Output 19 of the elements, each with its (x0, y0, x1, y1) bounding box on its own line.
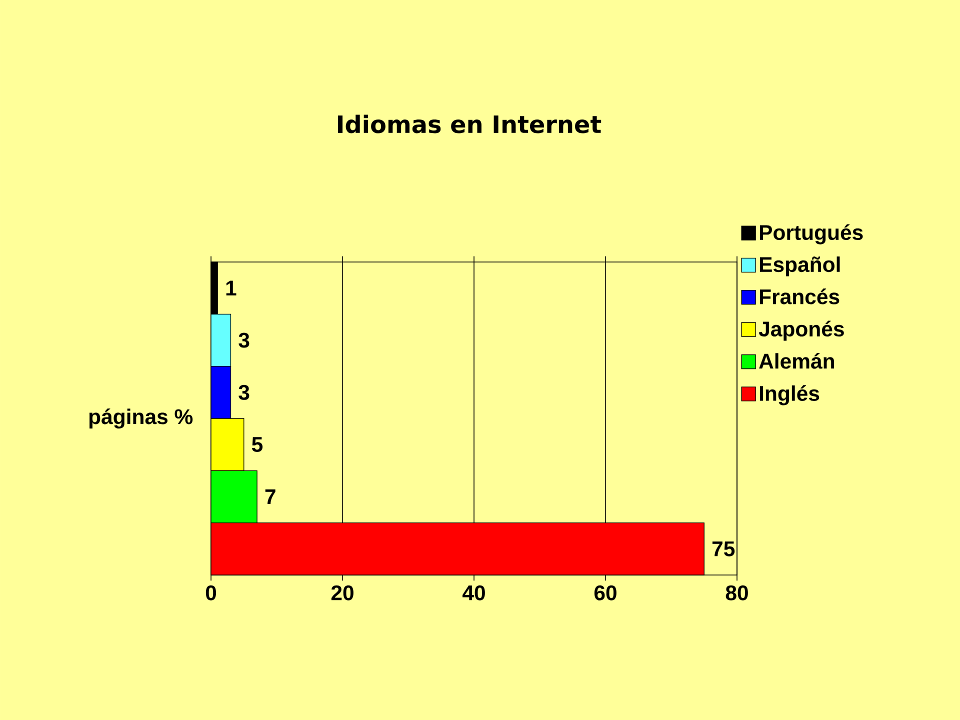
x-tick-label: 0 (206, 585, 216, 600)
data-label: 3 (238, 384, 250, 400)
legend-label: Español (760, 256, 840, 276)
legend-label: Alemán (759, 352, 834, 369)
y-axis-title: páginas % (89, 408, 193, 429)
x-tick-label: 80 (726, 585, 748, 600)
x-tick-label: 60 (594, 585, 616, 600)
legend-label: Portugués (760, 224, 863, 244)
legend-label: Francés (760, 288, 840, 304)
data-label: 1 (226, 280, 236, 296)
data-label: 5 (252, 437, 263, 452)
chart-title: Idiomas en Internet (338, 114, 602, 134)
legend-label: Inglés (760, 385, 820, 406)
data-label: 75 (712, 541, 735, 556)
data-label: 7 (265, 489, 276, 504)
data-label: 3 (238, 332, 250, 348)
x-tick-label: 20 (331, 585, 354, 600)
legend-label: Japonés (758, 320, 844, 341)
x-tick-label: 40 (462, 585, 485, 600)
